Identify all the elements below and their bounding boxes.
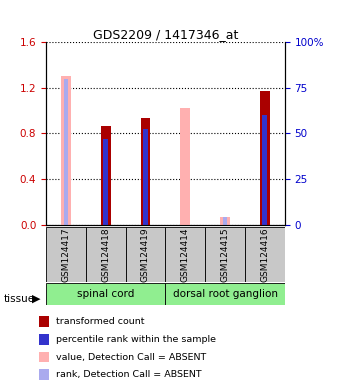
Text: spinal cord: spinal cord [77,289,134,299]
Text: GSM124416: GSM124416 [260,227,269,282]
Bar [143,129,148,225]
FancyBboxPatch shape [86,227,125,282]
FancyBboxPatch shape [46,283,165,305]
Bar [101,126,111,225]
Text: GSM124418: GSM124418 [101,227,110,282]
Bar [140,118,150,225]
Bar [103,139,108,225]
FancyBboxPatch shape [205,227,245,282]
Text: GSM124419: GSM124419 [141,227,150,282]
Bar [260,91,270,225]
Bar [263,115,267,225]
Bar [223,217,227,225]
Bar [220,217,230,225]
Bar [61,76,71,225]
Text: rank, Detection Call = ABSENT: rank, Detection Call = ABSENT [56,370,201,379]
FancyBboxPatch shape [245,227,285,282]
Title: GDS2209 / 1417346_at: GDS2209 / 1417346_at [93,28,238,41]
Text: GSM124417: GSM124417 [61,227,71,282]
Text: dorsal root ganglion: dorsal root ganglion [173,289,278,299]
Bar [180,108,190,225]
Text: value, Detection Call = ABSENT: value, Detection Call = ABSENT [56,353,206,362]
Text: GSM124414: GSM124414 [181,227,190,281]
Text: GSM124415: GSM124415 [221,227,229,282]
Text: tissue: tissue [3,294,34,304]
FancyBboxPatch shape [165,227,205,282]
FancyBboxPatch shape [165,283,285,305]
Text: ▶: ▶ [32,294,41,304]
Text: transformed count: transformed count [56,317,144,326]
Text: percentile rank within the sample: percentile rank within the sample [56,335,216,344]
FancyBboxPatch shape [46,227,86,282]
FancyBboxPatch shape [125,227,165,282]
Bar [63,79,68,225]
